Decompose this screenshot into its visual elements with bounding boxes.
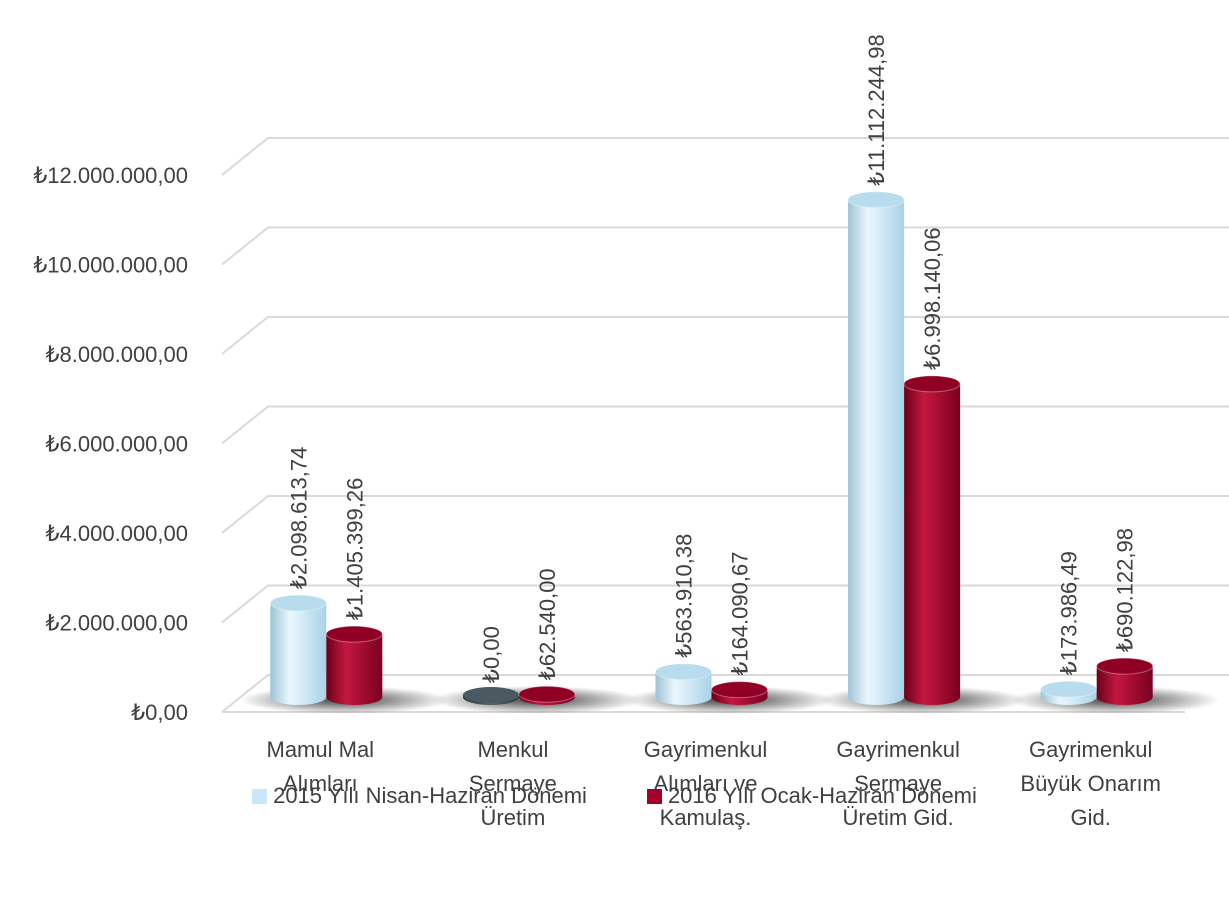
data-label: ₺2.098.613,74 — [286, 447, 311, 589]
data-label: ₺563.910,38 — [672, 534, 697, 658]
x-tick-label: Mamul Mal Alımları — [267, 737, 375, 796]
x-tick-label: Gayrimenkul Sermaye Üretim Gid. — [836, 737, 959, 830]
y-tick-label: ₺12.000.000,00 — [33, 163, 188, 188]
data-label: ₺6.998.140,06 — [920, 227, 945, 369]
x-tick-label: Gayrimenkul Alımları ve Kamulaş. — [644, 737, 767, 830]
data-label: ₺164.090,67 — [728, 552, 753, 676]
y-tick-label: ₺4.000.000,00 — [46, 521, 188, 546]
chart-legend: 2015 Yılı Nisan-Haziran Dönemi 2016 Yılı… — [0, 783, 1229, 809]
data-label: ₺0,00 — [479, 626, 504, 683]
gridline — [221, 316, 1229, 355]
legend-label-2015: 2015 Yılı Nisan-Haziran Dönemi — [273, 783, 587, 808]
legend-item-2016: 2016 Yılı Ocak-Haziran Dönemi — [646, 783, 977, 809]
x-tick-label: Menkul Sermaye Üretim — [469, 737, 557, 830]
bar-2016 — [325, 625, 383, 705]
gridline — [221, 405, 1229, 445]
y-tick-label: ₺0,00 — [131, 700, 188, 725]
gridline — [221, 495, 1229, 534]
bar-2015 — [655, 663, 712, 705]
bar-2015 — [462, 687, 519, 705]
y-tick-label: ₺8.000.000,00 — [46, 342, 188, 367]
data-label: ₺1.405.399,26 — [342, 478, 367, 620]
bar-2016 — [1096, 657, 1154, 705]
data-label: ₺11.112.244,98 — [864, 34, 889, 185]
legend-label-2016: 2016 Yılı Ocak-Haziran Dönemi — [667, 783, 977, 808]
data-label: ₺173.986,49 — [1057, 551, 1082, 675]
legend-swatch-2015 — [252, 788, 268, 804]
gridline — [221, 137, 1229, 176]
legend-item-2015: 2015 Yılı Nisan-Haziran Dönemi — [252, 783, 587, 809]
bar-2015 — [847, 191, 905, 705]
y-tick-label: ₺2.000.000,00 — [46, 611, 188, 636]
bar-2016 — [711, 681, 768, 705]
y-tick-label: ₺6.000.000,00 — [46, 432, 188, 457]
y-tick-label: ₺10.000.000,00 — [33, 253, 188, 278]
gridline — [221, 226, 1229, 266]
bar-2016 — [903, 375, 961, 705]
bar-2015 — [1040, 680, 1098, 705]
x-tick-label: Gayrimenkul Büyük Onarım Gid. — [1020, 737, 1161, 830]
legend-swatch-2016 — [646, 788, 662, 804]
bar-2015 — [269, 594, 327, 705]
bar-2016 — [518, 685, 576, 705]
data-label: ₺690.122,98 — [1113, 528, 1138, 652]
data-label: ₺62.540,00 — [535, 568, 560, 680]
